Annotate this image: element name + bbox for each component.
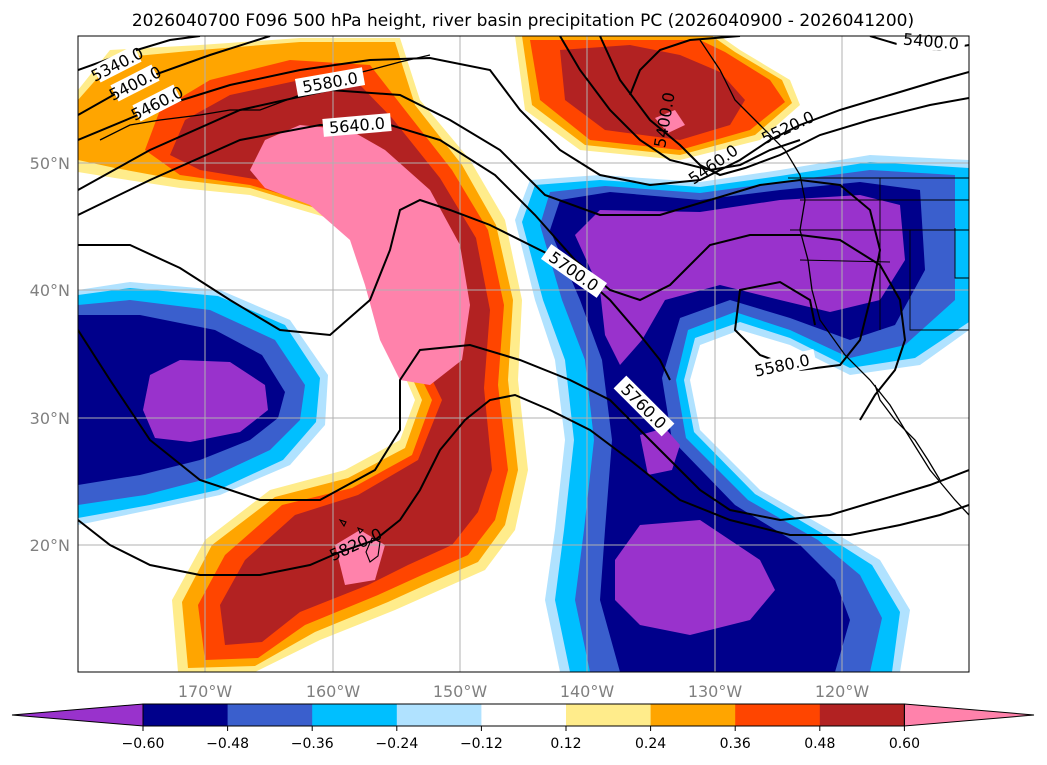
map-frame <box>77 35 970 673</box>
coastlines <box>99 39 969 563</box>
coastline-alaska-islands <box>99 54 431 141</box>
colorbar: −0.60 −0.48 −0.36 −0.24 −0.12 0.12 0.24 0.36 0.4… <box>11 703 1035 752</box>
lat-label-30n: 30°N <box>30 409 70 428</box>
hawaii-islands <box>338 518 381 563</box>
colorbar-tick-label: 0.36 <box>720 736 751 752</box>
colorbar-segment <box>227 704 313 726</box>
graticule <box>78 36 969 672</box>
contour-label-bg <box>746 349 818 381</box>
colorbar-segment <box>566 704 652 726</box>
map-panel: 5340.0 5400.0 5460.0 5580.0 5640.0 5400.… <box>77 29 970 673</box>
contour-5460-west <box>78 56 969 187</box>
colorbar-segment <box>396 704 482 726</box>
contour-5340 <box>78 36 201 71</box>
pc-positive-north-pink <box>655 110 685 133</box>
contour-5400-west <box>78 36 271 116</box>
contour-label-bg <box>132 84 182 122</box>
map-title: 2026040700 F096 500 hPa height, river ba… <box>132 11 914 31</box>
height-contours <box>78 36 969 576</box>
contour-5760 <box>78 329 969 522</box>
contour-label-bg <box>110 64 160 102</box>
contour-5460-north <box>599 36 969 177</box>
colorbar-segment <box>481 704 567 726</box>
colorbar-tick-label: −0.48 <box>206 736 249 752</box>
lat-label-40n: 40°N <box>30 281 70 300</box>
lon-label-120w: 120°W <box>815 682 870 701</box>
contour-5820 <box>78 393 969 576</box>
coastline-north-america <box>699 39 969 516</box>
colorbar-extend-high <box>903 703 1035 727</box>
colorbar-segment <box>735 704 821 726</box>
contour-5520 <box>559 36 801 172</box>
lon-label-150w: 150°W <box>433 682 488 701</box>
colorbar-segment <box>143 704 229 726</box>
colorbar-tick-label: 0.24 <box>635 736 666 752</box>
pc-positive-band-pink <box>250 125 470 385</box>
contour-label-bg <box>540 244 608 298</box>
lon-label-130w: 130°W <box>688 682 743 701</box>
colorbar-tick-label: −0.60 <box>122 736 165 752</box>
lat-label-20n: 20°N <box>30 536 70 555</box>
lon-label-170w: 170°W <box>178 682 233 701</box>
lon-label-160w: 160°W <box>306 682 361 701</box>
colorbar-segment <box>650 704 736 726</box>
contour-5400-north <box>629 36 741 96</box>
coastline-baja <box>874 384 941 481</box>
lon-label-140w: 140°W <box>560 682 615 701</box>
pc-negative-east-purple-south <box>615 520 775 635</box>
pc-positive-north-darkred <box>560 45 745 140</box>
lat-label-50n: 50°N <box>30 154 70 173</box>
latitude-labels: 20°N 30°N 40°N 50°N <box>30 154 70 555</box>
contour-label-bg <box>896 29 966 53</box>
colorbar-tick-label: 0.60 <box>889 736 920 752</box>
contour-label-bg <box>92 45 142 83</box>
pc-positive-band-pink-south <box>335 530 385 585</box>
colorbar-frame <box>142 703 905 727</box>
contour-label-bg <box>613 375 675 437</box>
colorbar-tick-label: −0.12 <box>460 736 503 752</box>
colorbar-segment <box>312 704 398 726</box>
contour-label-bg <box>322 113 392 137</box>
colorbar-segment <box>819 704 905 726</box>
colorbar-extend-low <box>11 703 144 727</box>
contour-5700 <box>78 198 671 381</box>
contour-label-bg <box>294 67 366 97</box>
colorbar-tick-label: 0.48 <box>804 736 835 752</box>
colorbar-tick-label: −0.24 <box>375 736 418 752</box>
colorbar-tick-label: −0.36 <box>291 736 334 752</box>
contour-label-5640: 5640.0 <box>328 114 385 138</box>
contour-5580 <box>78 88 882 372</box>
colorbar-tick-label: 0.12 <box>550 736 581 752</box>
longitude-labels: 170°W 160°W 150°W 140°W 130°W 120°W <box>178 682 870 701</box>
